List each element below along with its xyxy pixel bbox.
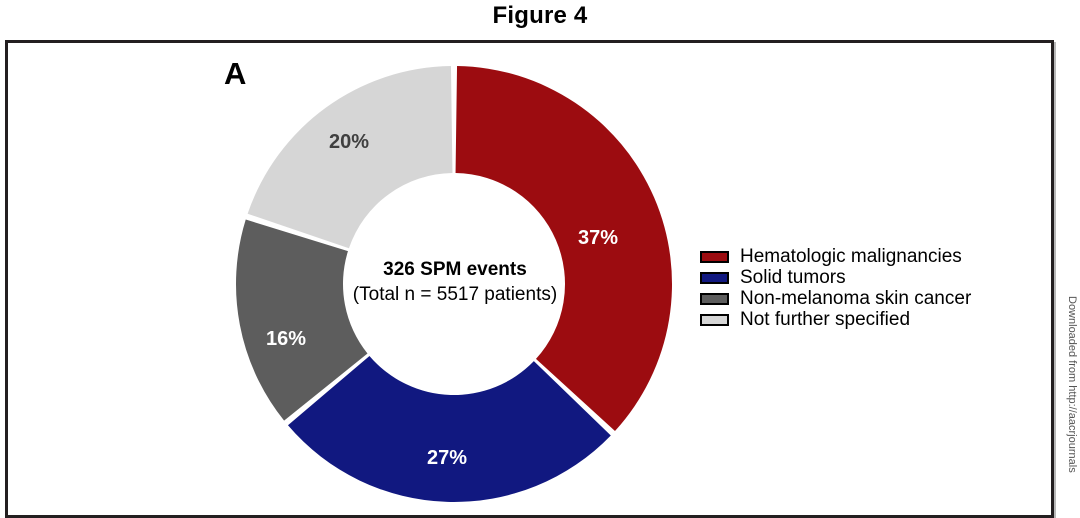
donut-chart <box>232 62 676 506</box>
slice-value-solid-tumors: 27% <box>427 447 468 469</box>
slice-value-hematologic-malignancies: 37% <box>578 227 619 249</box>
legend-item-label: Not further specified <box>740 309 911 330</box>
donut-slice <box>236 219 368 421</box>
legend-color-swatch-icon <box>700 250 729 263</box>
donut-slice-group <box>236 66 672 503</box>
slice-value-not-further-specified: 20% <box>329 131 370 153</box>
donut-center-total-patients: (Total n = 5517 patients) <box>352 284 558 305</box>
download-source-watermark: Downloaded from http://aacrjournals <box>1063 296 1080 516</box>
donut-center-events-count: 326 SPM events <box>383 259 527 280</box>
legend-item-label: Hematologic malignancies <box>740 246 962 267</box>
page-title: Figure 4 <box>492 2 588 29</box>
slice-value-non-melanoma-skin-cancer: 16% <box>266 328 307 350</box>
legend-item-label: Non-melanoma skin cancer <box>740 288 972 309</box>
donut-slice <box>455 66 672 432</box>
legend-color-swatch-icon <box>700 313 729 326</box>
legend-item-label: Solid tumors <box>740 267 846 288</box>
donut-slice <box>287 355 611 503</box>
panel-label-a: A <box>224 56 247 91</box>
donut-slice <box>247 66 453 249</box>
chart-legend: Hematologic malignancies Solid tumors No… <box>700 246 971 330</box>
legend-color-swatch-icon <box>700 292 729 305</box>
donut-chart-svg <box>236 66 672 503</box>
legend-item-hematologic-malignancies: Hematologic malignancies <box>700 246 971 267</box>
donut-center-annotation: 326 SPM events (Total n = 5517 patients) <box>330 258 580 307</box>
legend-color-swatch-icon <box>700 271 729 284</box>
legend-item-non-melanoma-skin-cancer: Non-melanoma skin cancer <box>700 288 971 309</box>
legend-item-not-further-specified: Not further specified <box>700 309 971 330</box>
download-source-watermark-text: Downloaded from http://aacrjournals <box>1066 296 1078 473</box>
legend-item-solid-tumors: Solid tumors <box>700 267 971 288</box>
